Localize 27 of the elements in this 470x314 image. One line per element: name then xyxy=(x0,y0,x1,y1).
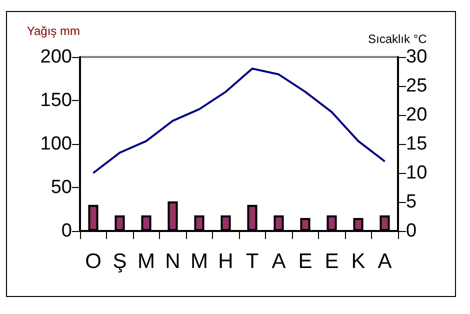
x-tick-label: K xyxy=(351,250,366,273)
y2-tick-label: 5 xyxy=(406,192,417,212)
x-tick-label: O xyxy=(85,250,102,273)
y-tick-label: 100 xyxy=(40,134,72,154)
y2-tick-label: 10 xyxy=(406,162,428,184)
x-tick-label: M xyxy=(190,250,208,273)
x-tick-label: N xyxy=(165,250,180,273)
x-tick-label: M xyxy=(138,250,155,273)
y-tick-label: 200 xyxy=(40,46,72,68)
y2-tick-label: 15 xyxy=(406,134,428,154)
y2-tick-label: 20 xyxy=(406,104,428,126)
x-tick-label: Ş xyxy=(112,250,127,273)
y-tick-label: 150 xyxy=(40,90,72,111)
x-tick-label: H xyxy=(218,250,234,273)
y-axis-title: Yağış mm xyxy=(26,24,80,38)
y2-tick-label: 25 xyxy=(406,76,428,96)
x-tick-label: E xyxy=(324,250,339,273)
y2-tick-label: 0 xyxy=(406,220,417,242)
y2-axis-title: Sıcaklık °C xyxy=(368,32,428,46)
x-tick-label: A xyxy=(378,250,392,273)
y-tick-label: 0 xyxy=(61,220,72,242)
x-tick-label: T xyxy=(246,250,259,273)
x-tick-label: E xyxy=(298,250,312,273)
y-tick-label: 50 xyxy=(50,177,72,198)
x-tick-label: A xyxy=(272,250,286,273)
y2-tick-label: 30 xyxy=(406,46,428,68)
line-series xyxy=(92,68,386,174)
